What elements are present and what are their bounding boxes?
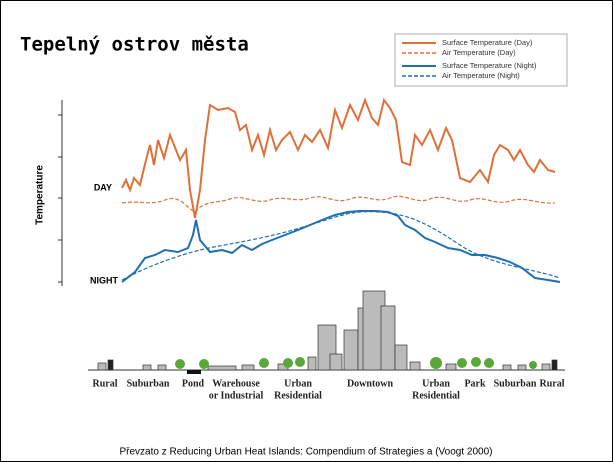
zone-label: or Industrial: [209, 390, 264, 401]
zone-label: Rural: [93, 378, 118, 389]
zone-label: Residential: [412, 390, 460, 401]
axis-label: Temperature: [35, 165, 46, 225]
surface-day-curve: [121, 97, 556, 219]
source-note: Převzato z Reducing Urban Heat Islands: …: [120, 447, 493, 458]
zone-label: Park: [464, 378, 486, 389]
zone-label: Urban: [284, 378, 312, 389]
y-axis: [58, 100, 63, 286]
zone-label: Pond: [182, 378, 205, 389]
zone-label: Warehouse: [212, 378, 260, 389]
legend-label: Surface Temperature (Night): [442, 61, 537, 70]
zone-label: Downtown: [347, 378, 394, 389]
zone-label: Suburban: [494, 378, 537, 389]
night-label: NIGHT: [90, 275, 119, 285]
legend-label: Air Temperature (Day): [442, 48, 516, 57]
day-label: DAY: [94, 182, 112, 192]
zone-label: Rural: [540, 378, 565, 389]
skyline: [88, 290, 565, 374]
title: Tepelný ostrov města: [20, 34, 249, 56]
zone-label: Urban: [422, 378, 450, 389]
air-night-curve: [121, 211, 561, 281]
legend-label: Air Temperature (Night): [442, 71, 520, 80]
legend-label: Surface Temperature (Day): [442, 38, 533, 47]
air-day-curve: [121, 195, 556, 213]
zone-label: Suburban: [127, 378, 170, 389]
legend: Surface Temperature (Day) Air Temperatur…: [394, 33, 568, 87]
zone-label: Residential: [274, 390, 322, 401]
surface-night-curve: [121, 210, 561, 283]
